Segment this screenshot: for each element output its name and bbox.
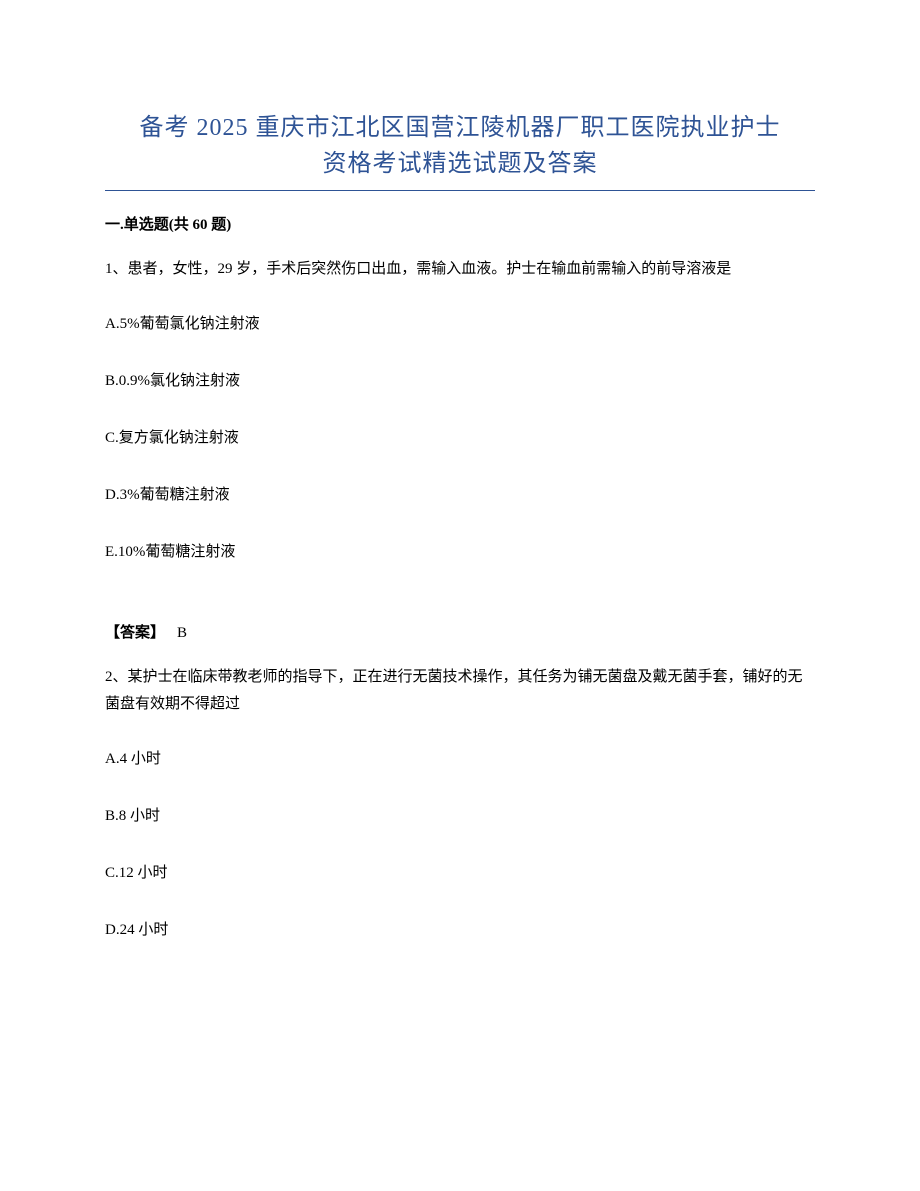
question-1-option-e: E.10%葡萄糖注射液 xyxy=(105,540,815,561)
question-1-option-c: C.复方氯化钠注射液 xyxy=(105,426,815,447)
question-1-number: 1、 xyxy=(105,261,128,277)
question-2-stem: 2、某护士在临床带教老师的指导下，正在进行无菌技术操作，其任务为铺无菌盘及戴无菌… xyxy=(105,664,815,717)
question-2-text: 某护士在临床带教老师的指导下，正在进行无菌技术操作，其任务为铺无菌盘及戴无菌手套… xyxy=(105,669,803,711)
question-1-text: 患者，女性，29 岁，手术后突然伤口出血，需输入血液。护士在输血前需输入的前导溶… xyxy=(128,261,732,277)
question-2-option-d: D.24 小时 xyxy=(105,918,815,939)
question-1-stem: 1、患者，女性，29 岁，手术后突然伤口出血，需输入血液。护士在输血前需输入的前… xyxy=(105,256,815,282)
question-2-option-c: C.12 小时 xyxy=(105,861,815,882)
title-underline xyxy=(105,190,815,191)
question-2-option-b: B.8 小时 xyxy=(105,804,815,825)
question-1-answer: 【答案】 B xyxy=(105,621,815,642)
section-label: 一.单选题(共 60 题) xyxy=(105,213,815,234)
title-line-2: 资格考试精选试题及答案 xyxy=(105,146,815,182)
answer-value: B xyxy=(177,625,187,641)
question-2-option-a: A.4 小时 xyxy=(105,747,815,768)
question-1-option-d: D.3%葡萄糖注射液 xyxy=(105,483,815,504)
question-2-number: 2、 xyxy=(105,669,128,685)
answer-label: 【答案】 xyxy=(105,625,165,641)
question-1-option-a: A.5%葡萄氯化钠注射液 xyxy=(105,312,815,333)
document-title: 备考 2025 重庆市江北区国营江陵机器厂职工医院执业护士 资格考试精选试题及答… xyxy=(105,110,815,182)
title-line-1: 备考 2025 重庆市江北区国营江陵机器厂职工医院执业护士 xyxy=(105,110,815,146)
question-1-option-b: B.0.9%氯化钠注射液 xyxy=(105,369,815,390)
